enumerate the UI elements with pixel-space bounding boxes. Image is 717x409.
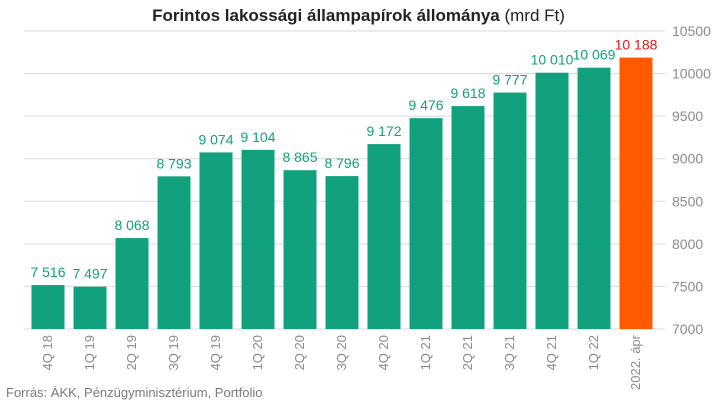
bar [241, 149, 275, 329]
x-tick-label: 4Q 20 [376, 335, 391, 370]
bar-value-label: 8 068 [114, 217, 149, 233]
bar-value-label: 9 074 [198, 131, 233, 147]
y-tick-label: 10500 [672, 23, 711, 39]
bar-value-label: 9 476 [408, 97, 443, 113]
bar-value-label: 9 777 [492, 72, 527, 88]
x-axis: 4Q 18 1Q 19 2Q 19 3Q 19 4Q 19 1Q 20 2Q 20 3Q 20… [40, 334, 643, 390]
chart-title: Forintos lakossági állampapírok állomány… [0, 6, 717, 26]
bar [73, 286, 107, 329]
bar [493, 92, 527, 329]
x-tick-label: 4Q 18 [40, 335, 55, 370]
chart-title-unit: (mrd Ft) [504, 6, 565, 25]
y-tick-label: 7500 [672, 278, 703, 294]
y-tick-label: 10000 [672, 66, 711, 82]
bar [283, 170, 317, 329]
source-note: Forrás: ÁKK, Pénzügyminisztérium, Portfo… [6, 385, 263, 400]
y-tick-label: 9000 [672, 151, 703, 167]
bar [157, 176, 191, 329]
bar-value-label: 8 793 [156, 155, 191, 171]
bar [325, 176, 359, 329]
bar [577, 67, 611, 330]
x-tick-label: 1Q 21 [418, 335, 433, 370]
value-labels: 7 516 7 497 8 068 8 793 9 074 9 104 8 865 8 796… [30, 37, 657, 282]
x-tick-label: 1Q 19 [82, 335, 97, 370]
bar [199, 152, 233, 329]
bar-value-label: 9 618 [450, 85, 485, 101]
chart-title-main: Forintos lakossági állampapírok állomány… [152, 6, 500, 25]
y-tick-label: 7000 [672, 321, 703, 337]
x-tick-label: 2Q 21 [460, 335, 475, 370]
bar [619, 57, 653, 329]
bar-value-label: 10 069 [573, 47, 616, 63]
bar-value-label: 7 516 [30, 264, 65, 280]
bar-value-label: 8 796 [324, 155, 359, 171]
x-tick-label: 4Q 21 [544, 335, 559, 370]
y-axis: 7000 7500 8000 8500 9000 9500 10000 10500 [672, 23, 711, 337]
y-tick-label: 9500 [672, 108, 703, 124]
x-tick-label: 3Q 20 [334, 335, 349, 370]
bar-value-label: 9 104 [240, 129, 275, 145]
bar [367, 144, 401, 329]
bars [31, 57, 653, 330]
y-tick-label: 8500 [672, 193, 703, 209]
bar [115, 238, 149, 329]
bar [31, 285, 65, 329]
x-tick-label: 4Q 19 [208, 335, 223, 370]
bar-value-label: 7 497 [72, 266, 107, 282]
x-tick-label: 2Q 20 [292, 335, 307, 370]
x-tick-label: 1Q 22 [586, 335, 601, 370]
y-tick-label: 8000 [672, 236, 703, 252]
x-tick-label: 2022. ápr [628, 334, 643, 390]
x-tick-label: 3Q 19 [166, 335, 181, 370]
bar [409, 118, 443, 330]
bar-value-label: 10 010 [531, 52, 574, 68]
bar [535, 72, 569, 329]
x-tick-label: 3Q 21 [502, 335, 517, 370]
bar-value-label: 9 172 [366, 123, 401, 139]
bar-value-label: 8 865 [282, 149, 317, 165]
x-tick-label: 1Q 20 [250, 335, 265, 370]
bar-value-label: 10 188 [615, 37, 658, 53]
x-tick-label: 2Q 19 [124, 335, 139, 370]
bar [451, 106, 485, 329]
